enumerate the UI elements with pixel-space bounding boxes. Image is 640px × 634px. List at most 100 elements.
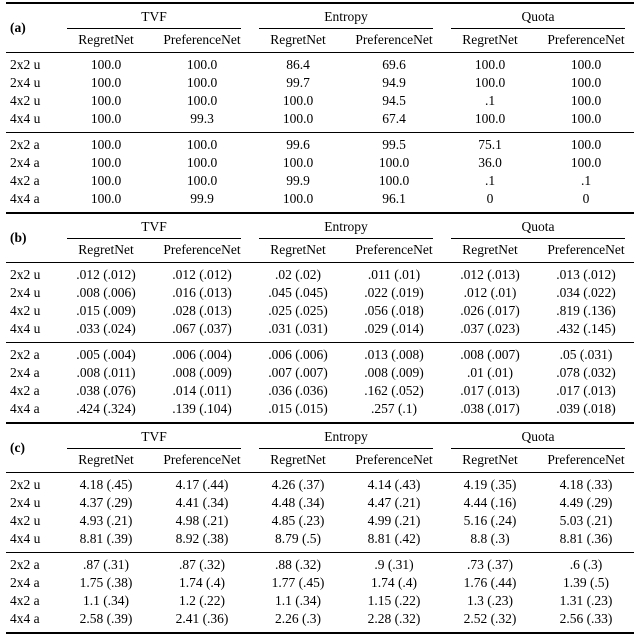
subheader-preferencenet: PreferenceNet (154, 239, 250, 263)
value-cell: 100.0 (90, 93, 122, 108)
value-cell: 4.99 (.21) (367, 513, 421, 528)
value-cell: .017 (.013) (460, 383, 520, 398)
group-header-tvf: TVF (58, 424, 250, 449)
value-cell: 100.0 (90, 137, 122, 152)
value-cell: .013 (.008) (364, 347, 424, 362)
value-cell: 99.6 (286, 137, 310, 152)
value-cell: .432 (.145) (556, 321, 616, 336)
value-cell: .012 (.012) (76, 267, 136, 282)
value-cell: 100.0 (186, 137, 218, 152)
value-cell: .011 (.01) (367, 267, 421, 282)
value-cell: 100.0 (90, 191, 122, 206)
value-cell: .88 (.32) (274, 557, 322, 572)
subheader-regretnet: RegretNet (250, 239, 346, 263)
table-row: 2x2 u 100.0 100.0 86.4 69.6 100.0 100.0 (6, 53, 634, 75)
value-cell: .045 (.045) (268, 285, 328, 300)
row-block-0: 2x2 u .012 (.012) .012 (.012) .02 (.02) .011… (6, 263, 634, 343)
subheader-preferencenet: PreferenceNet (346, 239, 442, 263)
group-header-entropy: Entropy (250, 424, 442, 449)
row-block-0: 2x2 u 4.18 (.45) 4.17 (.44) 4.26 (.37) 4.14 … (6, 473, 634, 553)
value-cell: .1 (580, 173, 592, 188)
value-cell: 8.8 (.3) (470, 531, 510, 546)
value-cell: .014 (.011) (172, 383, 232, 398)
value-cell: .9 (.31) (374, 557, 414, 572)
row-block-0: 2x2 u 100.0 100.0 86.4 69.6 100.0 100.0 2x4 u 10… (6, 53, 634, 133)
value-cell: 4.49 (.29) (559, 495, 613, 510)
table-row: 4x4 a .424 (.324) .139 (.104) .015 (.015) .2… (6, 400, 634, 423)
group-header-entropy: Entropy (250, 214, 442, 239)
table-row: 2x4 u .008 (.006) .016 (.013) .045 (.045) .0… (6, 284, 634, 302)
value-cell: 2.56 (.33) (559, 611, 613, 626)
value-cell: 99.7 (286, 75, 310, 90)
value-cell: .078 (.032) (556, 365, 616, 380)
value-cell: 1.75 (.38) (79, 575, 133, 590)
subheader-preferencenet: PreferenceNet (346, 29, 442, 53)
table-row: 4x4 u 100.0 99.3 100.0 67.4 100.0 100.0 (6, 110, 634, 133)
value-cell: .031 (.031) (268, 321, 328, 336)
value-cell: .016 (.013) (172, 285, 232, 300)
row-label: 2x4 a (10, 155, 40, 170)
table-row: 2x4 a 1.75 (.38) 1.74 (.4) 1.77 (.45) 1.74 (… (6, 574, 634, 592)
value-cell: 100.0 (570, 155, 602, 170)
value-cell: 100.0 (570, 57, 602, 72)
table-row: 2x4 a 100.0 100.0 100.0 100.0 36.0 100.0 (6, 154, 634, 172)
group-rule-entropy: Entropy (259, 219, 433, 239)
row-label: 2x2 a (10, 347, 40, 362)
subheader-preferencenet: PreferenceNet (346, 449, 442, 473)
table-row: 4x2 a 100.0 100.0 99.9 100.0 .1 .1 (6, 172, 634, 190)
value-cell: .006 (.006) (268, 347, 328, 362)
value-cell: 36.0 (478, 155, 502, 170)
table-row: 4x4 a 2.58 (.39) 2.41 (.36) 2.26 (.3) 2.28 (… (6, 610, 634, 633)
value-cell: .015 (.015) (268, 401, 328, 416)
row-label: 4x4 u (10, 321, 41, 336)
value-cell: 8.81 (.36) (559, 531, 613, 546)
group-header-tvf: TVF (58, 3, 250, 29)
subheader-regretnet: RegretNet (250, 449, 346, 473)
row-block-1: 2x2 a .005 (.004) .006 (.004) .006 (.006) .0… (6, 343, 634, 424)
value-cell: 4.37 (.29) (79, 495, 133, 510)
subheader-preferencenet: PreferenceNet (154, 29, 250, 53)
value-cell: .025 (.025) (268, 303, 328, 318)
value-cell: .005 (.004) (76, 347, 136, 362)
row-label: 4x4 a (10, 611, 40, 626)
value-cell: 4.93 (.21) (79, 513, 133, 528)
value-cell: 8.81 (.42) (367, 531, 421, 546)
value-cell: 4.26 (.37) (271, 477, 325, 492)
subheader-regretnet: RegretNet (250, 29, 346, 53)
value-cell: 1.39 (.5) (562, 575, 610, 590)
value-cell: .012 (.013) (460, 267, 520, 282)
group-header-label: Quota (521, 9, 555, 24)
subheader-preferencenet: PreferenceNet (538, 29, 634, 53)
value-cell: 96.1 (382, 191, 406, 206)
value-cell: 69.6 (382, 57, 406, 72)
table-label: (b) (6, 214, 58, 263)
value-cell: .015 (.009) (76, 303, 136, 318)
table-row: 4x4 u .033 (.024) .067 (.037) .031 (.031) .0… (6, 320, 634, 343)
group-header-label: TVF (141, 429, 167, 444)
value-cell: 100.0 (186, 173, 218, 188)
table-a: (a) TVF Entropy Quota RegretNet PreferenceNet… (6, 2, 634, 214)
value-cell: .033 (.024) (76, 321, 136, 336)
value-cell: 100.0 (90, 173, 122, 188)
value-cell: .067 (.037) (172, 321, 232, 336)
table-row: 2x2 a .005 (.004) .006 (.004) .006 (.006) .0… (6, 343, 634, 365)
value-cell: .819 (.136) (556, 303, 616, 318)
value-cell: .038 (.076) (76, 383, 136, 398)
value-cell: 2.41 (.36) (175, 611, 229, 626)
value-cell: 1.3 (.23) (466, 593, 514, 608)
subheader-regretnet: RegretNet (58, 449, 154, 473)
value-cell: .007 (.007) (268, 365, 328, 380)
value-cell: .87 (.31) (82, 557, 130, 572)
value-cell: 100.0 (282, 111, 314, 126)
subheader-preferencenet: PreferenceNet (154, 449, 250, 473)
value-cell: .039 (.018) (556, 401, 616, 416)
value-cell: 4.18 (.33) (559, 477, 613, 492)
group-rule-entropy: Entropy (259, 9, 433, 29)
group-rule-tvf: TVF (67, 219, 241, 239)
subheader-preferencenet: PreferenceNet (538, 449, 634, 473)
table-row: 2x2 a .87 (.31) .87 (.32) .88 (.32) .9 (.31)… (6, 553, 634, 575)
value-cell: .6 (.3) (569, 557, 603, 572)
value-cell: .424 (.324) (76, 401, 136, 416)
row-block-1: 2x2 a 100.0 100.0 99.6 99.5 75.1 100.0 2x4 a 100… (6, 133, 634, 214)
